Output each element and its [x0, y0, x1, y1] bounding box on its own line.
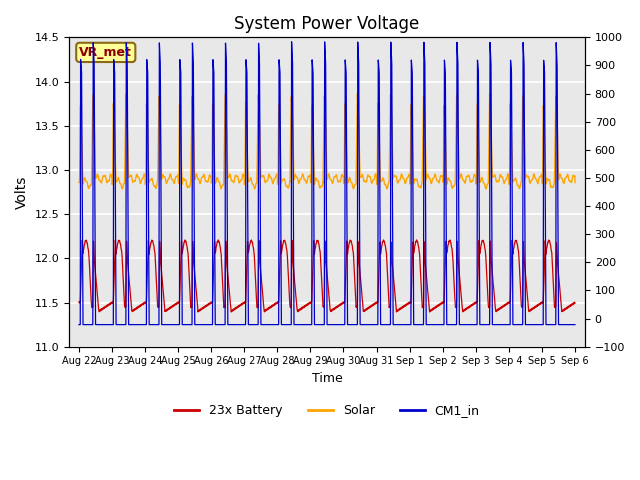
Text: VR_met: VR_met: [79, 46, 132, 59]
Title: System Power Voltage: System Power Voltage: [234, 15, 420, 33]
Y-axis label: Volts: Volts: [15, 175, 29, 209]
X-axis label: Time: Time: [312, 372, 342, 385]
Legend: 23x Battery, Solar, CM1_in: 23x Battery, Solar, CM1_in: [169, 399, 484, 422]
